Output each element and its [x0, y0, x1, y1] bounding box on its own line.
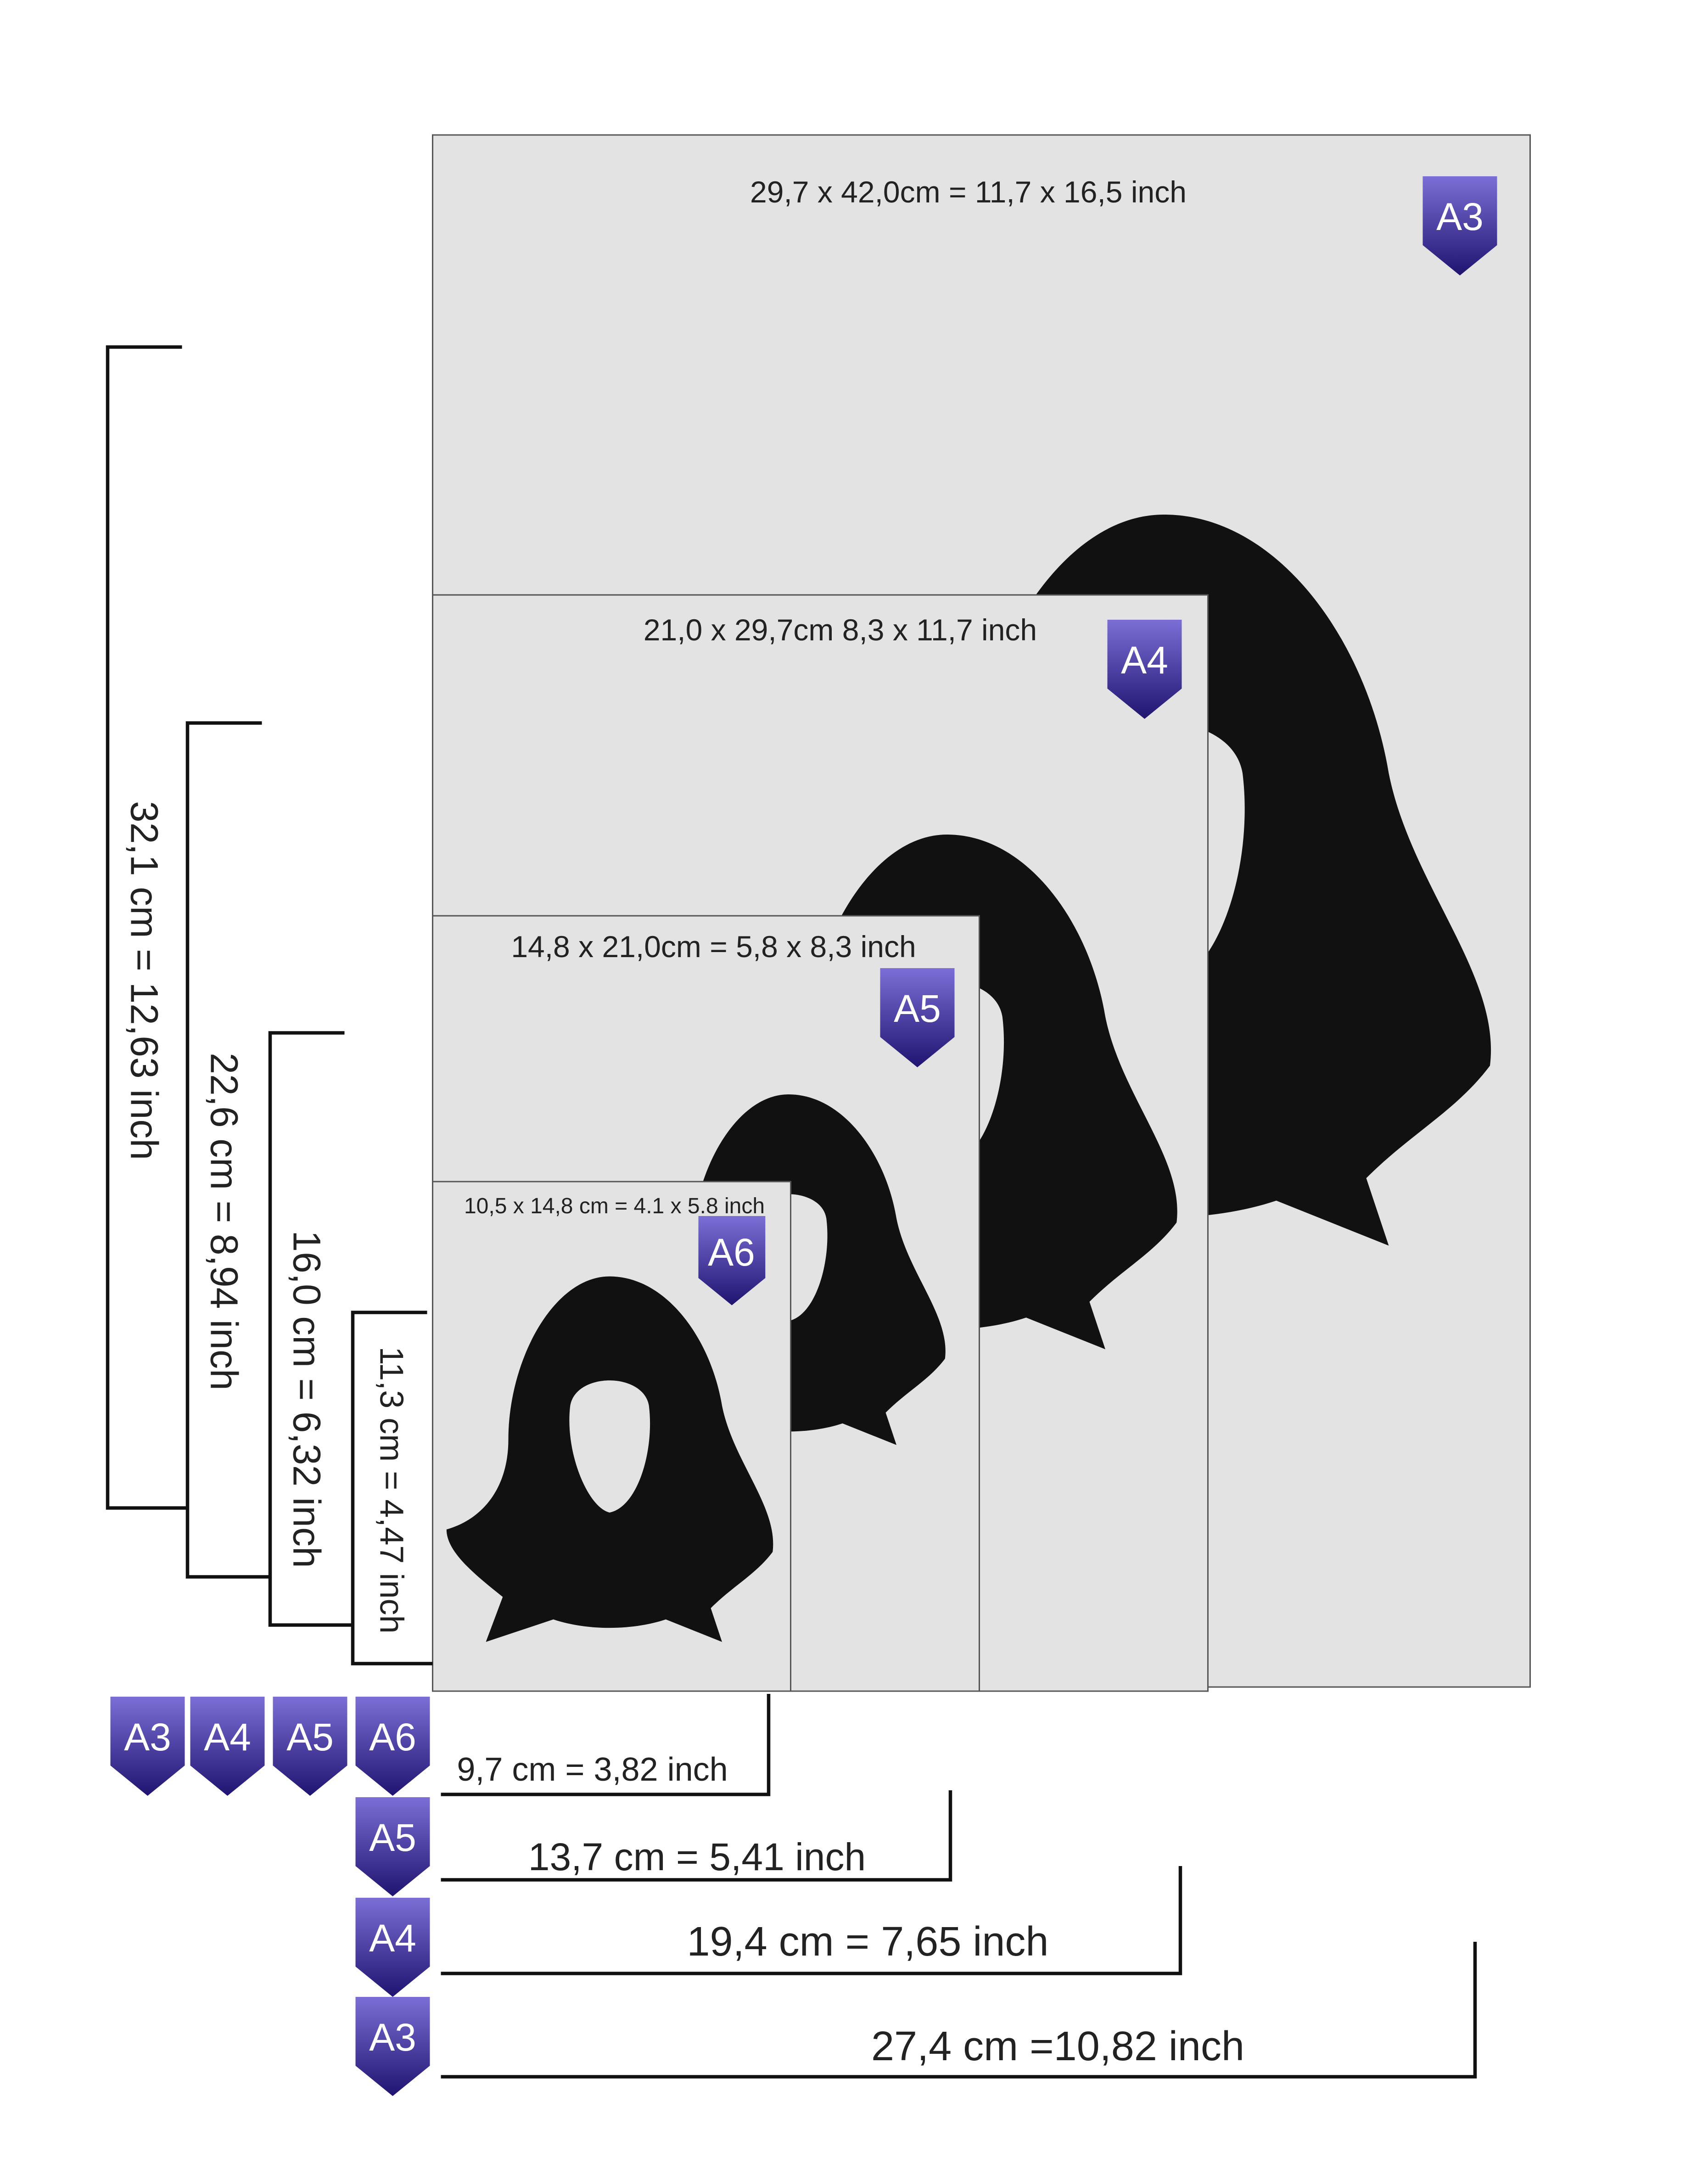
- width-brackets: A5 A4 A3 9,7 cm = 3,82 inch 13,7 cm = 5,…: [355, 1694, 1477, 2096]
- badge: A6: [708, 1231, 755, 1274]
- height-label: 32,1 cm = 12,63 inch: [123, 801, 166, 1160]
- sheet-a6: 10,5 x 14,8 cm = 4.1 x 5.8 inch A6: [432, 1181, 791, 1692]
- width-label: 9,7 cm = 3,82 inch: [457, 1751, 728, 1788]
- height-brackets: 32,1 cm = 12,63 inch 22,6 cm = 8,94 inch…: [106, 345, 433, 1665]
- badge: A4: [204, 1715, 251, 1759]
- badge: A5: [286, 1715, 334, 1759]
- sheet-size: 29,7 x 42,0cm = 11,7 x 16,5 inch: [750, 175, 1187, 209]
- badge: A5: [369, 1816, 416, 1859]
- height-label: 22,6 cm = 8,94 inch: [203, 1053, 246, 1390]
- badge: A3: [1436, 195, 1484, 238]
- height-label: 11,3 cm = 4,47 inch: [373, 1346, 409, 1633]
- sheet-size: 21,0 x 29,7cm 8,3 x 11,7 inch: [644, 613, 1037, 647]
- badge: A6: [369, 1715, 416, 1759]
- legend-badges: A3 A4 A5 A6: [110, 1697, 430, 1796]
- width-label: 19,4 cm = 7,65 inch: [687, 1919, 1049, 1965]
- badge: A3: [369, 2016, 416, 2059]
- width-label: 27,4 cm =10,82 inch: [871, 2023, 1244, 2069]
- badge: A5: [894, 987, 941, 1030]
- badge: A4: [1121, 639, 1168, 682]
- sheet-size: 10,5 x 14,8 cm = 4.1 x 5.8 inch: [464, 1194, 765, 1218]
- width-label: 13,7 cm = 5,41 inch: [528, 1835, 866, 1878]
- badge: A3: [124, 1715, 171, 1759]
- sheet-size: 14,8 x 21,0cm = 5,8 x 8,3 inch: [511, 930, 916, 964]
- badge: A4: [369, 1917, 416, 1960]
- height-label: 16,0 cm = 6,32 inch: [286, 1230, 329, 1568]
